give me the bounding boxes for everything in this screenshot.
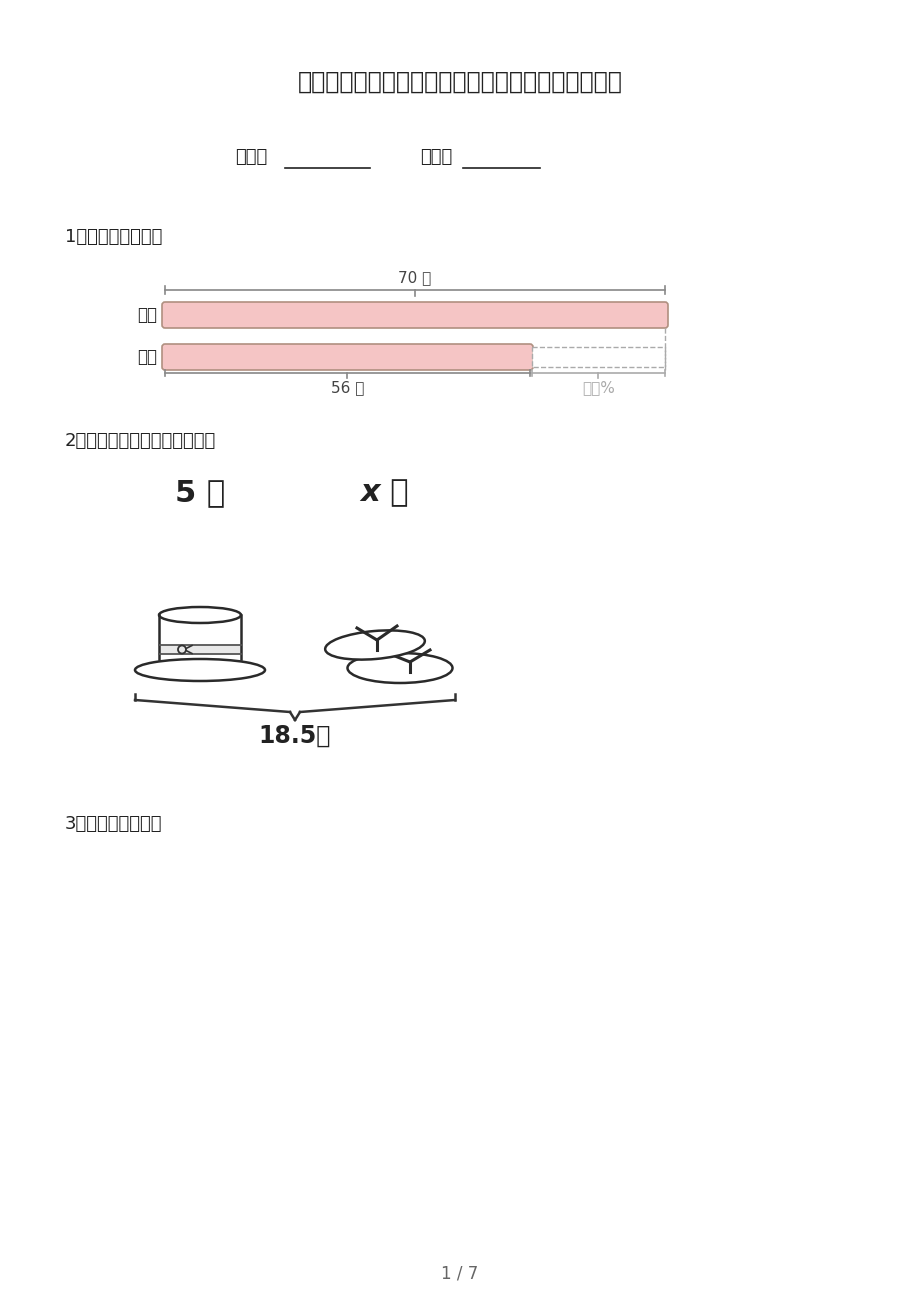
Bar	[159, 644, 241, 654]
Text: 3．看图列式计算。: 3．看图列式计算。	[65, 815, 163, 833]
Text: 姓名：: 姓名：	[420, 148, 452, 165]
Text: 浙教版六年级上学期数学看图列方程校外培训专项题: 浙教版六年级上学期数学看图列方程校外培训专项题	[297, 70, 622, 94]
Text: 18.5元: 18.5元	[258, 724, 331, 749]
Bar	[531, 348, 664, 367]
Text: 1 / 7: 1 / 7	[441, 1266, 478, 1282]
Text: 足球: 足球	[137, 348, 157, 366]
Text: 1．看图列式计算。: 1．看图列式计算。	[65, 228, 162, 246]
Text: 70 个: 70 个	[398, 270, 431, 285]
Text: 56 个: 56 个	[331, 380, 364, 395]
Text: 少？%: 少？%	[582, 380, 614, 395]
Text: 班级：: 班级：	[234, 148, 267, 165]
Text: 5 元: 5 元	[175, 478, 225, 506]
FancyBboxPatch shape	[162, 344, 532, 370]
FancyBboxPatch shape	[162, 302, 667, 328]
Ellipse shape	[324, 630, 425, 660]
Text: 篮球: 篮球	[137, 306, 157, 324]
Text: 2．请仔细看图，列方程求解。: 2．请仔细看图，列方程求解。	[65, 432, 216, 450]
Text: x 元: x 元	[360, 478, 409, 506]
